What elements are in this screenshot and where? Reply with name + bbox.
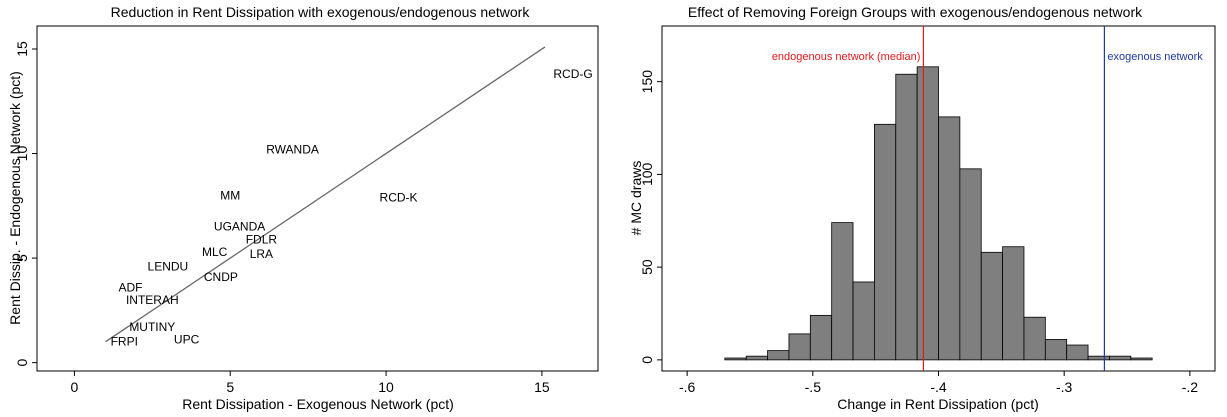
histogram-x-tick-label: -.5	[805, 379, 822, 395]
histogram-bar	[895, 73, 918, 361]
scatter-point-label-fdlr: FDLR	[246, 232, 278, 246]
histogram-x-tick-label: -.6	[679, 379, 696, 395]
scatter-point-label-lra: LRA	[250, 247, 273, 261]
scatter-y-tick-label: 15	[14, 41, 30, 57]
histogram-title: Effect of Removing Foreign Groups with e…	[688, 4, 1143, 20]
scatter-point-label-mm: MM	[220, 188, 240, 202]
histogram-y-tick-label: 50	[639, 259, 655, 275]
histogram-x-axis: -.6 -.5 -.4 -.3 -.2	[679, 371, 1198, 395]
histogram-x-tick-label: -.4	[930, 379, 947, 395]
scatter-y-axis: 0 5 10 15	[14, 41, 37, 367]
scatter-plot-area	[36, 25, 599, 372]
histogram-bar	[831, 222, 854, 361]
histogram-y-axis-label: # MC draws	[628, 161, 644, 236]
histogram-bar	[1023, 316, 1046, 361]
scatter-point-label-rcd-k: RCD-K	[380, 190, 418, 204]
histogram-bar	[980, 251, 1003, 361]
scatter-point-label-cndp: CNDP	[204, 270, 238, 284]
scatter-point-label-adf: ADF	[119, 280, 143, 294]
histogram-bar	[1087, 355, 1110, 361]
histogram-bar	[1130, 357, 1153, 361]
scatter-point-label-rcd-g: RCD-G	[553, 67, 592, 81]
reference-line-label-0: endogenous network (median)	[772, 51, 921, 63]
histogram-bar	[1109, 355, 1132, 361]
histogram-bar	[724, 357, 747, 361]
scatter-x-tick-label: 10	[378, 379, 394, 395]
histogram-y-tick-label: 150	[639, 70, 655, 94]
scatter-y-tick-label: 5	[14, 254, 30, 262]
histogram-bar	[1066, 344, 1089, 361]
scatter-x-tick-label: 0	[71, 379, 79, 395]
histogram-y-tick-label: 0	[639, 356, 655, 364]
scatter-x-axis-label: Rent Dissipation - Exogenous Network (pc…	[182, 396, 454, 412]
histogram-x-tick-label: -.2	[1182, 379, 1199, 395]
histogram-x-axis-label: Change in Rent Dissipation (pct)	[837, 396, 1039, 412]
histogram-panel: Effect of Removing Foreign Groups with e…	[628, 4, 1216, 412]
histogram-bar	[1044, 339, 1068, 361]
histogram-bars	[724, 66, 1153, 361]
histogram-y-tick-label: 100	[639, 162, 655, 186]
scatter-point-label-frpi: FRPI	[111, 335, 138, 349]
scatter-panel: Reduction in Rent Dissipation with exoge…	[7, 4, 599, 412]
histogram-bar	[788, 333, 811, 361]
histogram-bar	[745, 355, 768, 361]
scatter-x-tick-label: 15	[534, 379, 550, 395]
histogram-bar	[938, 116, 961, 361]
histogram-x-tick-label: -.3	[1056, 379, 1073, 395]
scatter-fit-line	[105, 46, 546, 343]
histogram-bar	[809, 314, 833, 361]
histogram-bar	[852, 281, 875, 361]
histogram-bar	[767, 350, 790, 361]
scatter-point-label-uganda: UGANDA	[214, 220, 265, 234]
scatter-title: Reduction in Rent Dissipation with exoge…	[111, 4, 531, 20]
histogram-bar	[959, 168, 982, 361]
scatter-point-label-upc: UPC	[174, 333, 200, 347]
histogram-y-axis: 0 50 100 150	[639, 70, 662, 364]
scatter-y-axis-label: Rent Dissip. - Endogenous Network (pct)	[7, 71, 23, 325]
scatter-point-label-interah: INTERAH	[126, 293, 179, 307]
scatter-point-label-rwanda: RWANDA	[266, 142, 319, 156]
scatter-point-label-mutiny: MUTINY	[129, 320, 175, 334]
scatter-point-label-mlc: MLC	[202, 245, 228, 259]
histogram-bar	[916, 66, 939, 361]
scatter-y-tick-label: 10	[14, 146, 30, 162]
scatter-y-tick-label: 0	[14, 359, 30, 367]
histogram-bar	[1002, 246, 1025, 361]
reference-line-label-1: exogenous network	[1107, 51, 1203, 63]
scatter-x-tick-label: 5	[226, 379, 234, 395]
scatter-point-label-lendu: LENDU	[148, 259, 189, 273]
histogram-bar	[874, 123, 897, 361]
scatter-x-axis: 0 5 10 15	[71, 371, 550, 395]
histogram-reference-lines: endogenous network (median) exogenous net…	[772, 26, 1203, 371]
